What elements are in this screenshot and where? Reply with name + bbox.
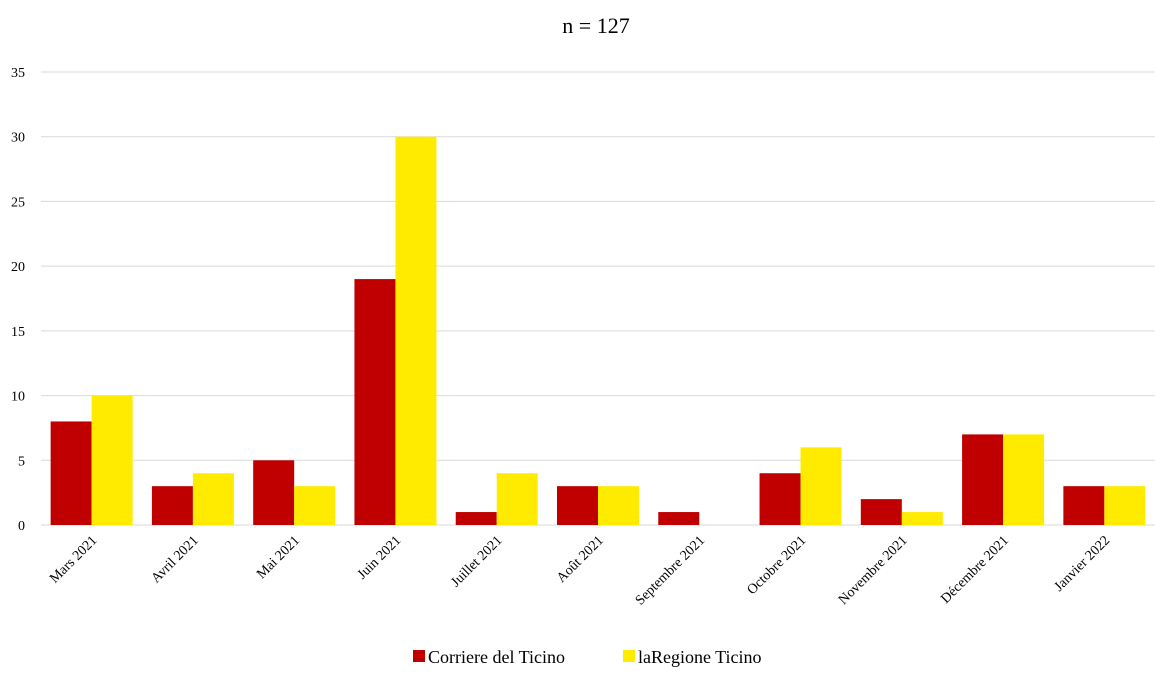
chart-title: n = 127 [562, 13, 629, 38]
legend-swatch [413, 650, 425, 662]
bar [901, 512, 943, 525]
bar [91, 395, 133, 525]
bar [598, 486, 639, 525]
bar [395, 136, 437, 525]
x-category-label: Mai 2021 [254, 533, 303, 582]
y-tick-label: 30 [11, 131, 25, 146]
y-tick-label: 20 [11, 260, 25, 275]
bar [151, 486, 193, 525]
bar [1063, 486, 1105, 525]
y-tick-label: 25 [11, 195, 25, 210]
y-tick-label: 10 [11, 390, 25, 405]
bar [557, 486, 598, 525]
x-category-label: Décembre 2021 [938, 533, 1012, 607]
y-tick-label: 0 [18, 519, 25, 534]
x-category-label: Mars 2021 [47, 533, 100, 586]
bar [50, 421, 92, 525]
y-tick-label: 35 [11, 66, 25, 81]
legend: Corriere del Ticino laRegione Ticino [413, 647, 762, 667]
x-category-label: Juillet 2021 [448, 533, 505, 590]
x-axis-category-labels: Mars 2021 Avril 2021 Mai 2021 Juin 2021 Juil… [47, 533, 1113, 608]
y-axis-tick-labels: 0 5 10 15 20 25 30 35 [11, 66, 25, 534]
bar [294, 486, 336, 525]
x-category-label: Septembre 2021 [633, 533, 708, 608]
x-category-label: Octobre 2021 [745, 533, 810, 598]
bar [860, 499, 902, 525]
y-tick-label: 5 [18, 454, 25, 469]
legend-label: Corriere del Ticino [428, 647, 565, 667]
x-category-label: Novembre 2021 [836, 533, 911, 608]
legend-label: laRegione Ticino [638, 647, 762, 667]
bar [658, 512, 700, 525]
x-category-label: Avril 2021 [149, 533, 202, 586]
bar [253, 460, 295, 525]
bar [192, 473, 234, 525]
bar [455, 512, 497, 525]
x-category-label: Janvier 2022 [1052, 533, 1113, 594]
x-category-label: Juin 2021 [355, 533, 404, 582]
bar [354, 279, 396, 525]
bar [800, 447, 842, 525]
bars [50, 136, 1146, 525]
bar [1104, 486, 1146, 525]
bar [759, 473, 801, 525]
bar [962, 434, 1004, 525]
legend-swatch [623, 650, 635, 662]
y-tick-label: 15 [11, 325, 25, 340]
bar [496, 473, 538, 525]
bar [1003, 434, 1045, 525]
gridlines [41, 71, 1155, 526]
x-category-label: Août 2021 [554, 533, 607, 586]
